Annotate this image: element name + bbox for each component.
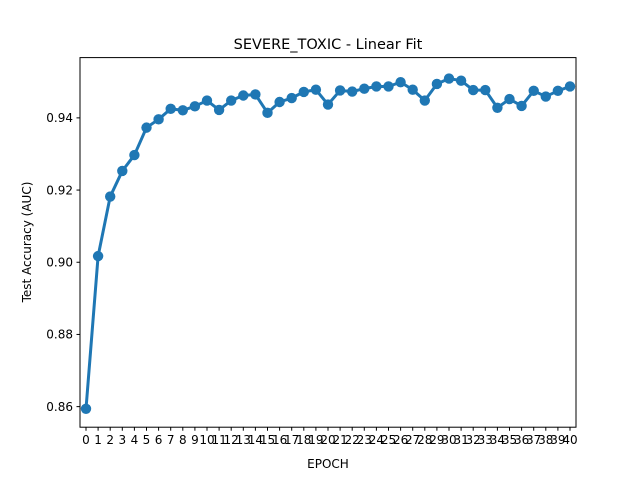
x-tick-label: 27: [405, 433, 420, 447]
data-point: [468, 84, 479, 96]
x-tick-label: 13: [236, 433, 251, 447]
x-tick-label: 17: [284, 433, 299, 447]
x-tick-label: 9: [191, 433, 199, 447]
x-tick-label: 24: [369, 433, 384, 447]
x-tick-label: 39: [550, 433, 565, 447]
data-point: [528, 85, 539, 97]
x-tick-label: 33: [478, 433, 493, 447]
data-point: [371, 81, 382, 92]
x-tick-label: 5: [143, 433, 151, 447]
x-tick-label: 30: [441, 433, 456, 447]
x-tick-label: 21: [332, 433, 347, 447]
data-point: [189, 101, 201, 112]
data-point: [443, 73, 455, 84]
x-tick-label: 37: [526, 433, 541, 447]
x-tick-label: 36: [514, 433, 529, 447]
y-tick-label: 0.90: [46, 256, 73, 270]
x-tick-label: 4: [131, 433, 139, 447]
data-point: [80, 403, 92, 414]
data-point: [238, 90, 249, 101]
data-point: [455, 75, 467, 86]
x-tick-label: 34: [490, 433, 505, 447]
x-tick-label: 16: [272, 433, 287, 447]
y-tick-label: 0.86: [46, 400, 73, 414]
x-tick-label: 3: [118, 433, 126, 447]
x-tick-label: 38: [538, 433, 553, 447]
y-tick-label: 0.94: [46, 111, 73, 125]
data-point: [201, 95, 213, 106]
x-tick-label: 19: [308, 433, 323, 447]
x-tick-label: 22: [345, 433, 360, 447]
x-tick-label: 10: [199, 433, 214, 447]
data-point: [105, 191, 116, 202]
x-tick-label: 28: [417, 433, 432, 447]
data-point: [165, 103, 176, 115]
x-tick-label: 23: [357, 433, 372, 447]
data-point: [347, 86, 358, 97]
data-point: [407, 84, 418, 95]
data-point: [564, 81, 576, 92]
y-axis-label: Test Accuracy (AUC): [20, 182, 34, 304]
data-point: [213, 104, 225, 116]
chart-title: SEVERE_TOXIC - Linear Fit: [234, 37, 423, 53]
x-tick-label: 25: [381, 433, 396, 447]
axes-frame: [79, 57, 577, 428]
data-point: [552, 85, 564, 97]
data-point: [153, 114, 164, 125]
data-point: [250, 89, 261, 100]
x-tick-label: 18: [296, 433, 311, 447]
data-point: [359, 83, 370, 94]
data-point: [431, 78, 443, 90]
data-point: [274, 96, 285, 108]
data-point: [226, 95, 237, 106]
data-point: [262, 107, 273, 119]
data-point: [480, 84, 491, 96]
data-point: [286, 92, 297, 104]
data-point: [383, 81, 394, 92]
x-tick-label: 2: [106, 433, 114, 447]
y-tick-label: 0.88: [46, 328, 73, 342]
plot-area: [80, 73, 576, 414]
data-point: [516, 100, 527, 112]
data-point: [298, 86, 309, 98]
x-tick-label: 14: [248, 433, 263, 447]
data-point: [334, 85, 346, 96]
x-tick-label: 11: [211, 433, 226, 447]
data-point: [141, 122, 152, 133]
x-tick-label: 15: [260, 433, 275, 447]
x-tick-label: 40: [562, 433, 577, 447]
x-tick-label: 7: [167, 433, 175, 447]
data-point: [92, 250, 104, 262]
x-tick-label: 26: [393, 433, 408, 447]
data-point: [177, 105, 188, 116]
x-axis-label: EPOCH: [307, 457, 349, 471]
data-point: [129, 149, 140, 161]
x-tick-label: 32: [466, 433, 481, 447]
x-tick-label: 20: [320, 433, 335, 447]
data-point: [419, 95, 430, 106]
series-line: [84, 77, 572, 411]
x-tick-label: 0: [82, 433, 90, 447]
data-point: [310, 84, 322, 95]
data-point: [117, 165, 128, 177]
data-point: [492, 102, 503, 113]
y-axis: 0.86 0.88 0.90 0.92 0.94: [46, 111, 80, 414]
x-tick-label: 1: [94, 433, 102, 447]
data-point: [504, 93, 515, 105]
data-point: [540, 91, 551, 102]
data-point: [395, 76, 406, 88]
x-tick-label: 31: [453, 433, 468, 447]
data-point: [322, 99, 334, 110]
x-tick-label: 8: [179, 433, 187, 447]
x-tick-label: 12: [224, 433, 239, 447]
x-tick-label: 35: [502, 433, 517, 447]
y-tick-label: 0.92: [46, 183, 73, 197]
x-tick-label: 6: [155, 433, 163, 447]
x-axis: 0 1 2 3 4 5 6 7 8 9 101112131415161718192021222324…: [82, 427, 578, 447]
x-tick-label: 29: [429, 433, 444, 447]
